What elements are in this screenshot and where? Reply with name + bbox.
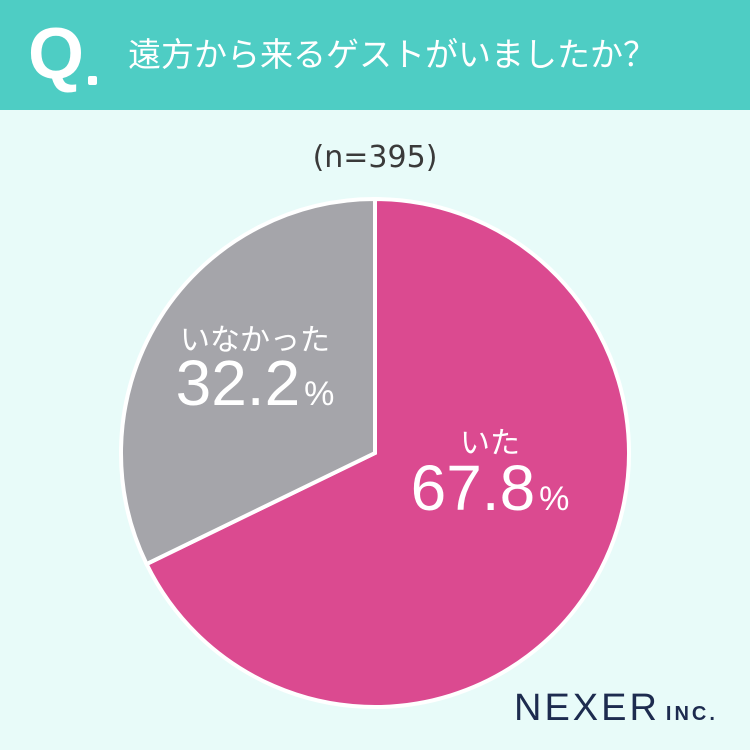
brand-name: NEXER [514,687,660,729]
pie-slice-yes [143,196,631,709]
pie-slice-no [119,196,377,567]
question-title: 遠方から来るゲストがいましたか？ [128,35,656,74]
slice-label-yes: いた [460,426,520,461]
pie-slices [119,196,631,709]
header-banner: Q 遠方から来るゲストがいましたか？ [0,0,750,110]
slice-label-no: いなかった [180,323,330,358]
slice-value-no: 32.2% [176,347,335,419]
brand-suffix: INC. [665,703,718,725]
sample-size: (n=395) [312,140,438,175]
brand-logo: NEXER INC. [514,688,718,736]
q-dot [88,76,97,85]
slice-value-yes: 67.8% [411,452,570,524]
q-mark: Q [28,14,85,94]
